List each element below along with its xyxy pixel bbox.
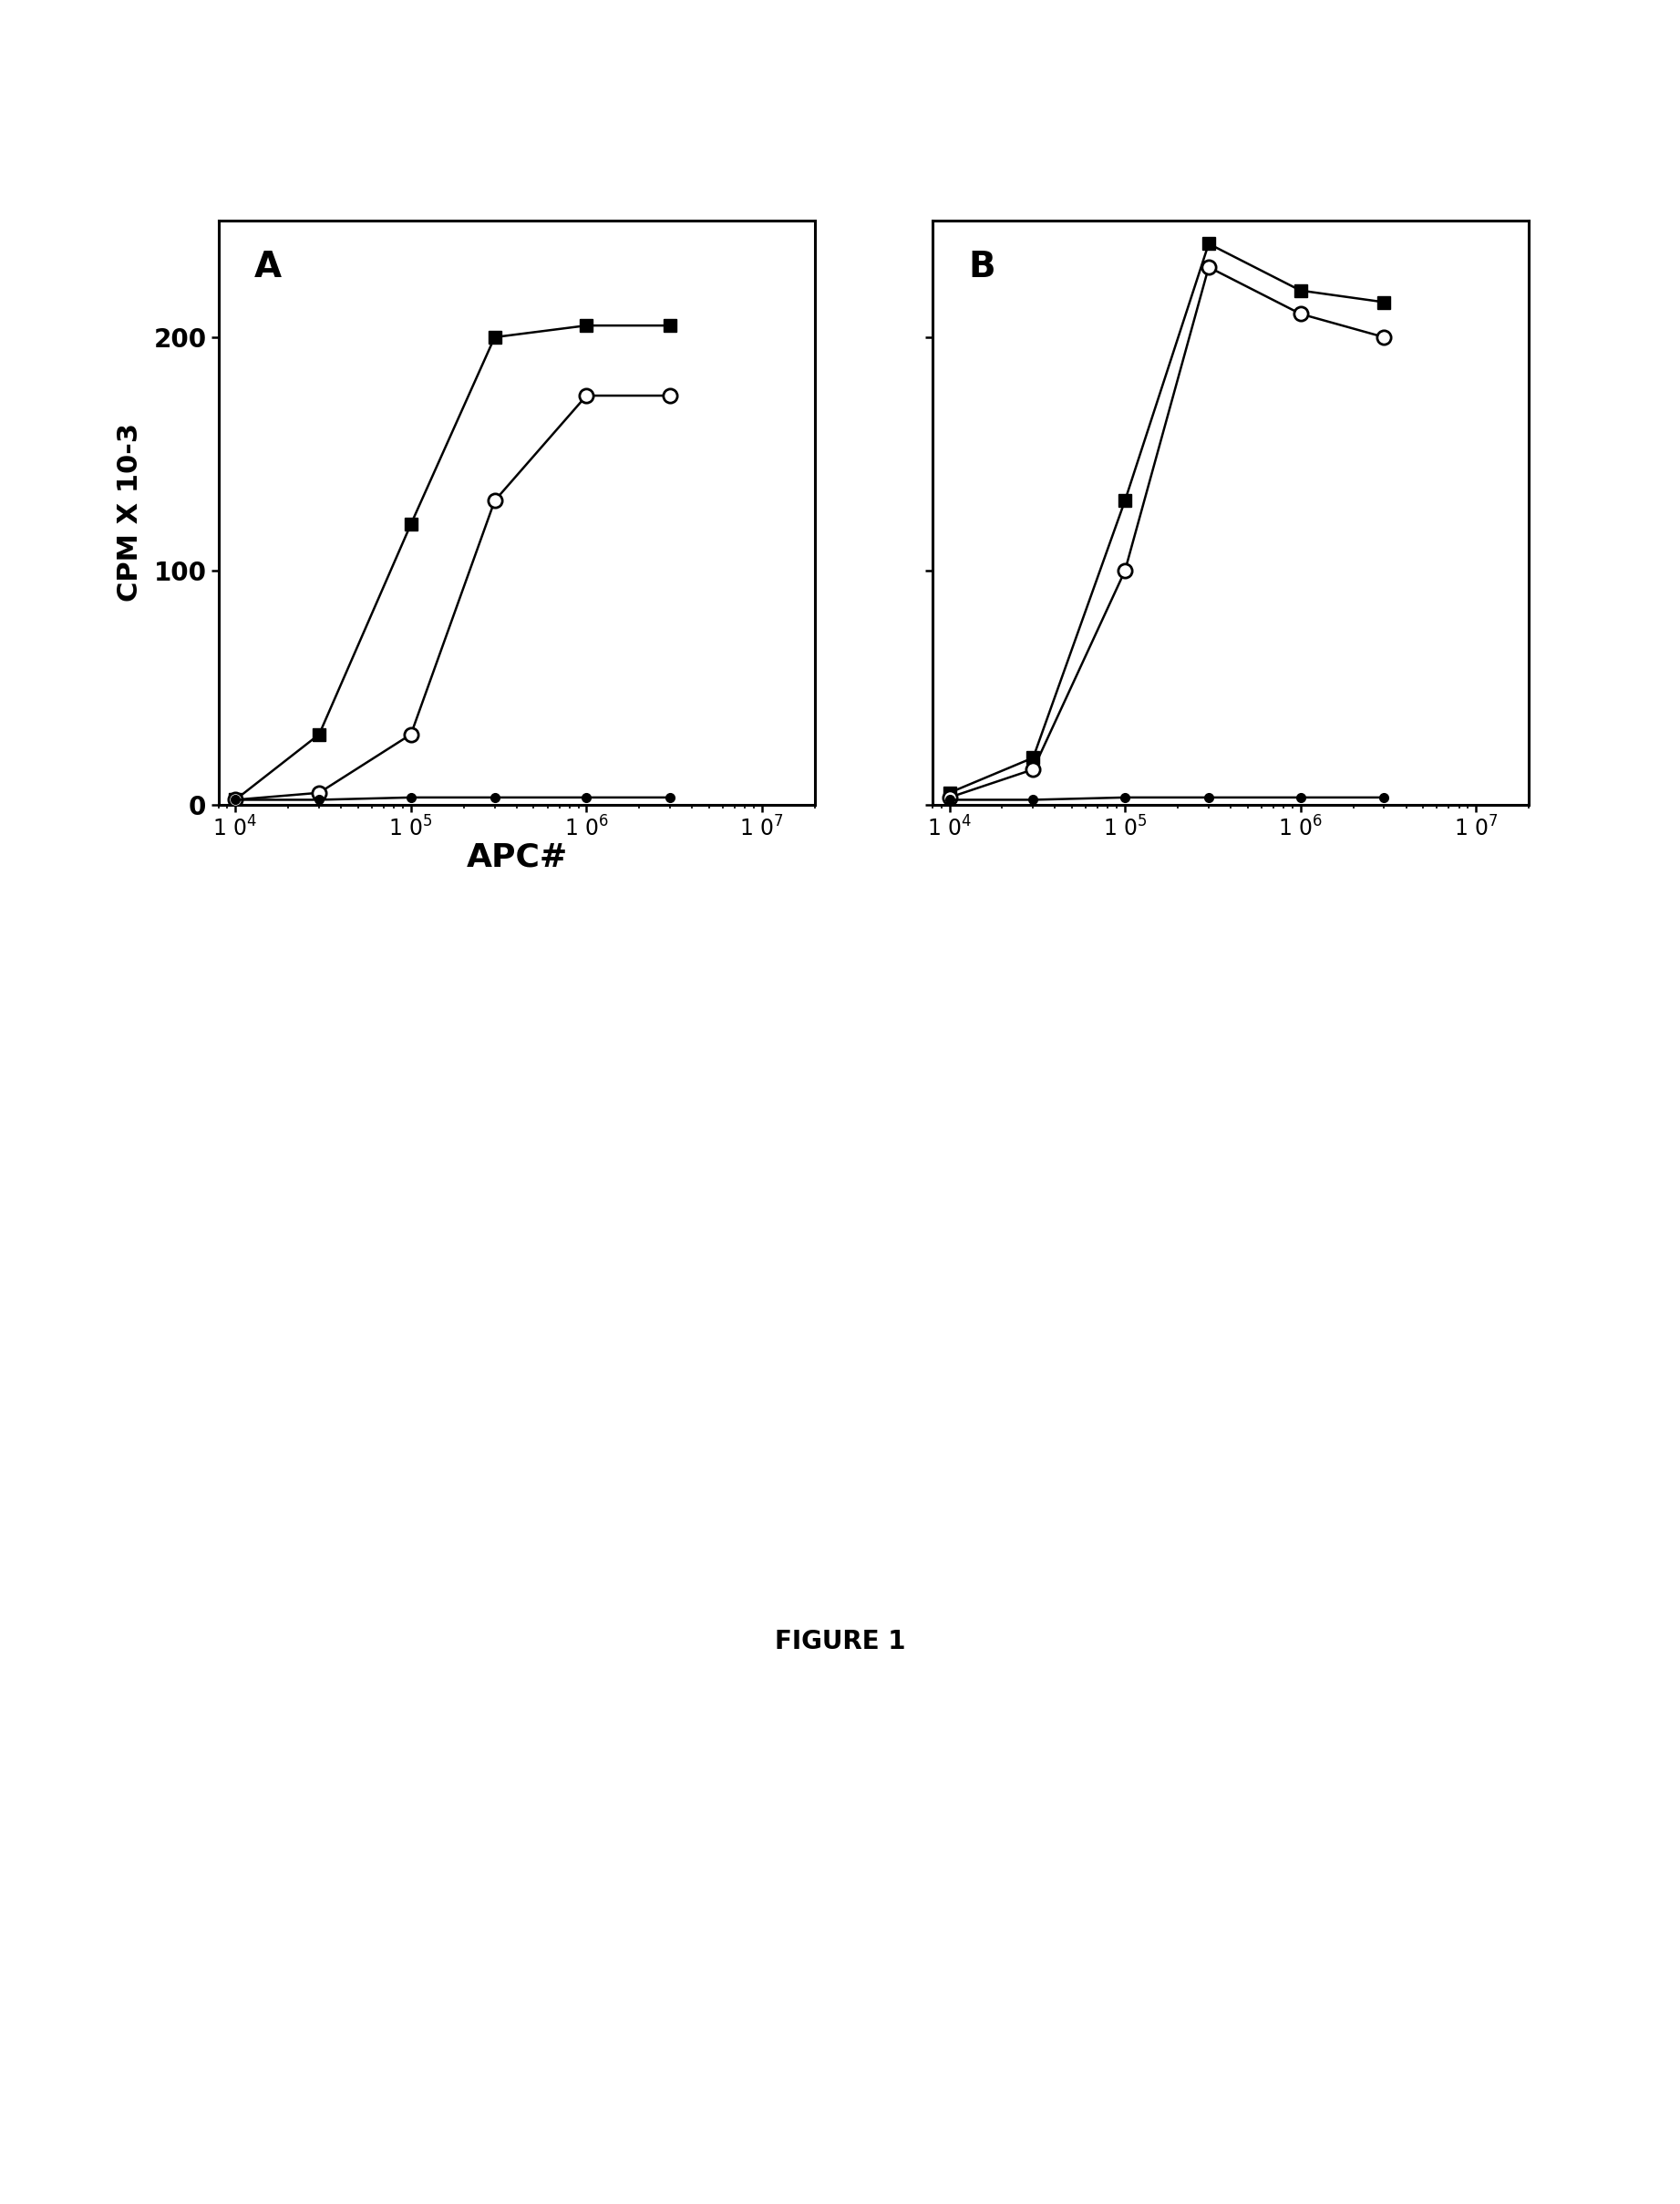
Text: APC#: APC# [467,842,568,873]
Text: B: B [968,249,995,284]
Text: A: A [254,249,282,284]
Text: FIGURE 1: FIGURE 1 [774,1629,906,1655]
Y-axis label: CPM X 10-3: CPM X 10-3 [118,423,143,602]
